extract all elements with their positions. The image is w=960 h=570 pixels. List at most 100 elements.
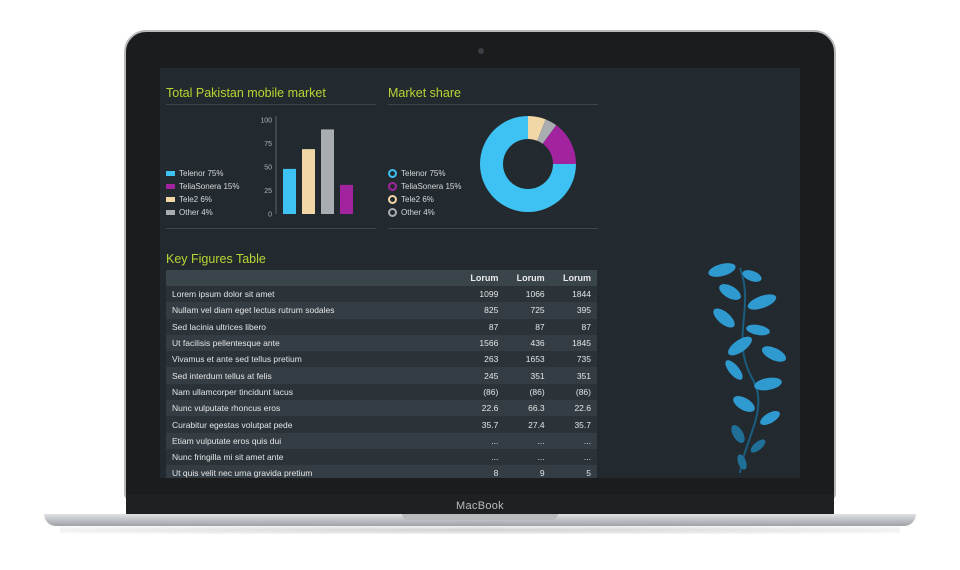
row-label: Ut facilisis pellentesque ante — [166, 334, 458, 352]
cell-value: 735 — [550, 351, 597, 368]
cell-value: 351 — [504, 367, 551, 384]
y-tick-label: 0 — [268, 212, 272, 219]
table-row: Nunc vulputate rhoncus eros 22.6 66.3 22.6 — [166, 400, 597, 417]
legend-label: Tele2 6% — [401, 194, 434, 204]
table-header-row: Lorum Lorum Lorum — [166, 270, 597, 286]
cell-value: ... — [550, 448, 597, 466]
table-row: Nam ullamcorper tincidunt lacus (86) (86)(… — [166, 383, 597, 401]
laptop-base — [44, 514, 916, 526]
cell-value: 9 — [504, 465, 551, 478]
legend-item: Other 4% — [388, 207, 435, 217]
cell-value: 436 — [504, 334, 551, 352]
legend-item: Tele2 6% — [166, 194, 212, 204]
brand-label: MacBook — [456, 500, 504, 512]
y-tick-label: 25 — [264, 188, 272, 195]
cell-value: 66.3 — [504, 400, 551, 417]
legend-item: TeliaSonera 15% — [388, 181, 461, 191]
cell-value: 22.6 — [458, 400, 505, 417]
laptop-notch — [402, 514, 558, 520]
donut-chart — [480, 116, 576, 212]
cell-value: (86) — [504, 383, 551, 401]
key-figures-table: Lorum Lorum Lorum Lorem ipsum dolor sit … — [166, 270, 597, 478]
cell-value: ... — [504, 432, 551, 449]
column-header[interactable]: Lorum — [504, 270, 551, 286]
cell-value: 1653 — [504, 351, 551, 368]
legend-swatch — [166, 196, 175, 202]
table-row: Vivamus et ante sed tellus pretium 263 165… — [166, 351, 597, 368]
legend-item: Tele2 6% — [388, 194, 434, 204]
row-label: Nam ullamcorper tincidunt lacus — [166, 383, 458, 401]
cell-value: 87 — [504, 318, 551, 335]
table-row: Sed interdum tellus at felis 245 351 351 — [166, 367, 597, 384]
cell-value: 22.6 — [550, 400, 597, 417]
cell-value: ... — [504, 448, 551, 466]
legend-label: TeliaSonera 15% — [179, 181, 240, 191]
legend-item: Other 4% — [166, 207, 213, 217]
divider — [388, 104, 598, 105]
laptop-shadow — [60, 526, 900, 534]
key-figures-title: Key Figures Table — [166, 252, 266, 266]
table-row: Lorem ipsum dolor sit amet 1099 1066 1844 — [166, 286, 597, 303]
bar — [283, 168, 296, 214]
header-label-cell — [166, 270, 458, 286]
table-row: Nullam vel diam eget lectus rutrum sodal… — [166, 302, 597, 319]
row-label: Nunc vulputate rhoncus eros — [166, 400, 458, 417]
row-label: Lorem ipsum dolor sit amet — [166, 286, 458, 303]
cell-value: ... — [458, 448, 505, 466]
legend-label: Tele2 6% — [179, 194, 212, 204]
cell-value: (86) — [458, 383, 505, 401]
table-row: Nunc fringilla mi sit amet ante......... — [166, 448, 597, 466]
camera-icon — [478, 48, 484, 54]
y-tick-label: 50 — [264, 165, 272, 172]
legend-item: Telenor 75% — [166, 168, 223, 178]
legend-swatch — [166, 183, 175, 189]
bar — [302, 149, 315, 214]
cell-value: (86) — [550, 383, 597, 401]
donut-slice-other — [537, 119, 557, 144]
row-label: Vivamus et ante sed tellus pretium — [166, 351, 458, 368]
legend-label: TeliaSonera 15% — [401, 181, 462, 191]
cell-value: 725 — [504, 302, 551, 319]
y-tick-label: 100 — [260, 118, 272, 125]
legend-item: Telenor 75% — [388, 168, 445, 178]
row-label: Etiam vulputate eros quis dui — [166, 432, 458, 449]
table-row: Ut facilisis pellentesque ante 1566 436 184… — [166, 334, 597, 352]
column-header[interactable]: Lorum — [458, 270, 505, 286]
cell-value: 27.4 — [504, 416, 551, 433]
cell-value: 351 — [550, 367, 597, 384]
cell-value: ... — [550, 432, 597, 449]
cell-value: 1566 — [458, 334, 505, 352]
cell-value: 1845 — [550, 334, 597, 352]
bar — [321, 129, 334, 214]
row-label: Curabitur egestas volutpat pede — [166, 416, 458, 433]
cell-value: 35.7 — [458, 416, 505, 433]
legend-label: Other 4% — [401, 207, 435, 217]
donut-slice-tele2 — [528, 116, 546, 141]
legend-swatch — [388, 181, 397, 191]
dashboard-screen: Total Pakistan mobile market Telenor 75%… — [160, 68, 800, 478]
row-label: Sed interdum tellus at felis — [166, 367, 458, 384]
divider — [388, 228, 598, 229]
cell-value: 8 — [458, 465, 505, 478]
cell-value: 87 — [550, 318, 597, 335]
row-label: Nunc fringilla mi sit amet ante — [166, 448, 458, 466]
cell-value: 5 — [550, 465, 597, 478]
legend-label: Telenor 75% — [179, 168, 224, 178]
legend-swatch — [388, 194, 397, 204]
cell-value: 35.7 — [550, 416, 597, 433]
column-header[interactable]: Lorum — [550, 270, 597, 286]
legend-label: Telenor 75% — [401, 168, 446, 178]
bar-chart: 100 75 50 25 0 — [260, 116, 353, 219]
cell-value: 395 — [550, 302, 597, 319]
row-label: Ut quis velit nec urna gravida pretium — [166, 465, 458, 478]
legend-swatch — [388, 168, 397, 178]
y-tick-label: 75 — [264, 141, 272, 148]
table-row: Curabitur egestas volutpat pede 35.7 27.4 3… — [166, 416, 597, 433]
legend-swatch — [166, 209, 175, 215]
cell-value: 245 — [458, 367, 505, 384]
legend-swatch — [388, 207, 397, 217]
donut-slice-telenor — [480, 116, 576, 212]
table-row: Ut quis velit nec urna gravida pretium 8 9… — [166, 465, 597, 478]
cell-value: ... — [458, 432, 505, 449]
legend-item: TeliaSonera 15% — [166, 181, 239, 191]
